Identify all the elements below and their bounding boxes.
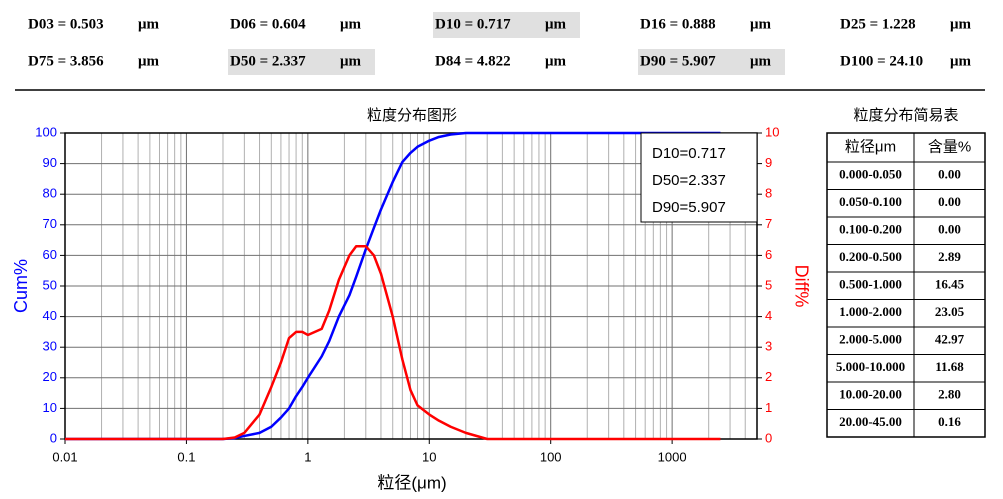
y-tick-label: 0 — [50, 430, 57, 445]
table-cell: 0.00 — [938, 167, 961, 182]
stat-highlight — [228, 49, 375, 75]
table-cell: 0.000-0.050 — [839, 167, 902, 182]
stat-unit: μm — [750, 53, 772, 69]
table-cell: 1.000-2.000 — [839, 304, 902, 319]
table-cell: 0.050-0.100 — [839, 194, 902, 209]
series-line — [65, 244, 721, 441]
annotation: D50=2.337 — [652, 172, 726, 189]
y-tick-label: 60 — [43, 247, 57, 262]
stat-value: D16 = 0.888 — [640, 16, 716, 32]
y-tick-label: 80 — [43, 186, 57, 201]
y2-tick-label: 10 — [765, 124, 779, 139]
table-cell: 10.00-20.00 — [839, 387, 902, 402]
y-axis-title: Cum% — [11, 259, 31, 313]
y2-tick-label: 7 — [765, 216, 772, 231]
stat-unit: μm — [950, 16, 972, 32]
table-cell: 23.05 — [935, 304, 965, 319]
table-cell: 0.500-1.000 — [839, 277, 902, 292]
table-cell: 16.45 — [935, 277, 965, 292]
table-cell: 2.000-5.000 — [839, 332, 902, 347]
stat-unit: μm — [138, 16, 160, 32]
x-tick-label: 1 — [304, 449, 311, 464]
y-tick-label: 90 — [43, 155, 57, 170]
stat-unit: μm — [545, 16, 567, 32]
stat-value: D25 = 1.228 — [840, 16, 916, 32]
stat-value: D90 = 5.907 — [640, 53, 716, 69]
y-tick-label: 30 — [43, 339, 57, 354]
y2-tick-label: 9 — [765, 155, 772, 170]
stat-unit: μm — [950, 53, 972, 69]
x-tick-label: 1000 — [658, 449, 687, 464]
stat-value: D84 = 4.822 — [435, 53, 511, 69]
y-tick-label: 100 — [35, 124, 57, 139]
y2-tick-label: 1 — [765, 400, 772, 415]
plot-frame — [64, 132, 758, 440]
stat-value: D06 = 0.604 — [230, 16, 306, 32]
table-cell: 0.100-0.200 — [839, 222, 902, 237]
table-cell: 0.00 — [938, 222, 961, 237]
annotation-box — [640, 132, 758, 223]
y2-tick-label: 6 — [765, 247, 772, 262]
y2-axis-title: Diff% — [791, 265, 811, 308]
table-cell: 42.97 — [935, 332, 965, 347]
table-title: 粒度分布简易表 — [853, 107, 958, 124]
table-cell: 11.68 — [935, 359, 964, 374]
y2-tick-label: 5 — [765, 277, 772, 292]
stat-unit: μm — [340, 53, 362, 69]
stat-unit: μm — [340, 16, 362, 32]
stat-value: D50 = 2.337 — [230, 53, 306, 69]
table-frame — [826, 132, 986, 438]
stat-unit: μm — [138, 53, 160, 69]
y-tick-label: 40 — [43, 308, 57, 323]
y2-tick-label: 0 — [765, 430, 772, 445]
y-tick-label: 70 — [43, 216, 57, 231]
x-axis-title: 粒径(μm) — [377, 473, 446, 492]
y-tick-label: 50 — [43, 277, 57, 292]
chart-title: 粒度分布图形 — [367, 107, 457, 124]
x-tick-label: 0.1 — [177, 449, 195, 464]
table-cell: 20.00-45.00 — [839, 414, 902, 429]
y2-tick-label: 4 — [765, 308, 772, 323]
stat-highlight — [638, 49, 785, 75]
stat-unit: μm — [750, 16, 772, 32]
y-tick-label: 20 — [43, 369, 57, 384]
x-tick-label: 10 — [422, 449, 436, 464]
annotation: D90=5.907 — [652, 199, 726, 216]
table-cell: 0.00 — [938, 194, 961, 209]
x-tick-label: 0.01 — [52, 449, 77, 464]
stat-unit: μm — [545, 53, 567, 69]
stat-value: D75 = 3.856 — [28, 53, 104, 69]
table-cell: 2.89 — [938, 249, 961, 264]
y2-tick-label: 2 — [765, 369, 772, 384]
table-cell: 0.16 — [938, 414, 961, 429]
series-line — [65, 131, 721, 441]
y-tick-label: 10 — [43, 400, 57, 415]
y2-tick-label: 3 — [765, 339, 772, 354]
table-cell: 0.200-0.500 — [839, 249, 902, 264]
annotation: D10=0.717 — [652, 145, 726, 162]
stat-value: D100 = 24.10 — [840, 53, 923, 69]
y2-tick-label: 8 — [765, 186, 772, 201]
stat-value: D10 = 0.717 — [435, 16, 511, 32]
table-cell: 2.80 — [938, 387, 961, 402]
table-header: 含量% — [928, 138, 971, 155]
x-tick-label: 100 — [540, 449, 562, 464]
table-header: 粒径μm — [845, 138, 896, 155]
stat-highlight — [433, 12, 580, 38]
stat-value: D03 = 0.503 — [28, 16, 104, 32]
table-cell: 5.000-10.000 — [836, 359, 905, 374]
